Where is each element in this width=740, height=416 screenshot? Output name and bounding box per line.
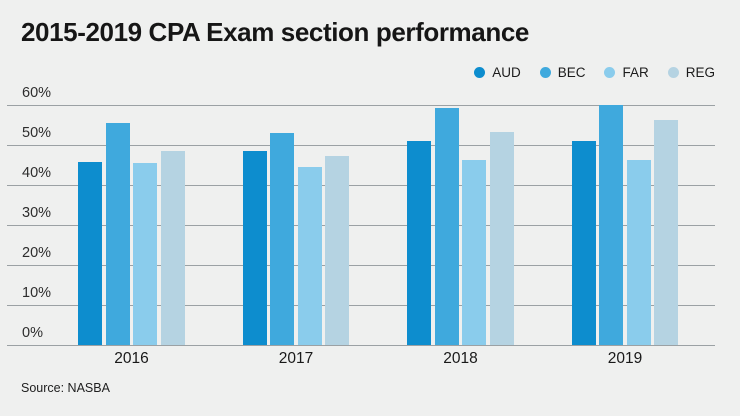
chart-title: 2015-2019 CPA Exam section performance bbox=[21, 17, 529, 47]
legend-dot-icon bbox=[604, 67, 616, 78]
legend-dot-icon bbox=[474, 67, 486, 78]
y-axis-tick-label: 60% bbox=[22, 85, 52, 101]
x-axis-label-2016: 2016 bbox=[114, 350, 149, 367]
y-axis-tick-label: 50% bbox=[22, 125, 52, 141]
x-axis-label-2017: 2017 bbox=[278, 350, 314, 367]
x-axis-label-2019: 2019 bbox=[607, 350, 643, 367]
legend-label: AUD bbox=[492, 65, 521, 80]
bar-bec-2016 bbox=[105, 123, 130, 345]
bar-aud-2017 bbox=[242, 151, 267, 345]
bar-reg-2019 bbox=[654, 120, 678, 345]
legend-dot-icon bbox=[667, 67, 679, 78]
bar-bec-2018 bbox=[434, 108, 459, 345]
gridline-10 bbox=[7, 305, 715, 306]
source-note: Source: NASBA bbox=[21, 381, 110, 395]
legend-item-far: FAR bbox=[604, 65, 649, 80]
gridline-20 bbox=[7, 265, 715, 266]
legend: AUD BEC FAR REG bbox=[474, 65, 715, 80]
plot-area: 0% 10% 20% 30% 40% 50% 60% 2016 2017 2018 2019 bbox=[7, 85, 715, 367]
legend-item-bec: BEC bbox=[539, 65, 586, 80]
legend-item-aud: AUD bbox=[474, 65, 521, 80]
y-axis-tick-label: 10% bbox=[22, 285, 52, 301]
y-axis-tick-label: 40% bbox=[22, 165, 52, 181]
bar-far-2018 bbox=[462, 160, 486, 345]
gridline-60 bbox=[7, 105, 715, 106]
y-axis-tick-label: 30% bbox=[22, 205, 52, 221]
gridline-50 bbox=[7, 145, 715, 146]
legend-label: REG bbox=[685, 65, 715, 80]
bar-aud-2016 bbox=[78, 162, 102, 345]
bar-aud-2019 bbox=[571, 141, 596, 345]
bar-reg-2016 bbox=[160, 151, 185, 345]
gridline-40 bbox=[7, 185, 715, 186]
x-axis-label-2018: 2018 bbox=[443, 350, 478, 367]
gridline-30 bbox=[7, 225, 715, 226]
bar-bec-2017 bbox=[270, 133, 294, 345]
y-axis-tick-label: 0% bbox=[22, 325, 43, 341]
bar-aud-2018 bbox=[407, 141, 431, 345]
legend-label: FAR bbox=[622, 65, 649, 80]
bar-far-2016 bbox=[133, 163, 157, 345]
legend-dot-icon bbox=[539, 67, 551, 78]
bar-bec-2019 bbox=[599, 105, 623, 345]
legend-label: BEC bbox=[557, 65, 586, 80]
bar-far-2017 bbox=[297, 167, 322, 345]
bar-reg-2018 bbox=[489, 132, 514, 345]
bar-reg-2017 bbox=[325, 156, 349, 345]
legend-item-reg: REG bbox=[667, 65, 715, 80]
bar-far-2019 bbox=[626, 160, 651, 345]
y-axis-tick-label: 20% bbox=[22, 245, 52, 261]
gridline-0 bbox=[7, 345, 715, 346]
